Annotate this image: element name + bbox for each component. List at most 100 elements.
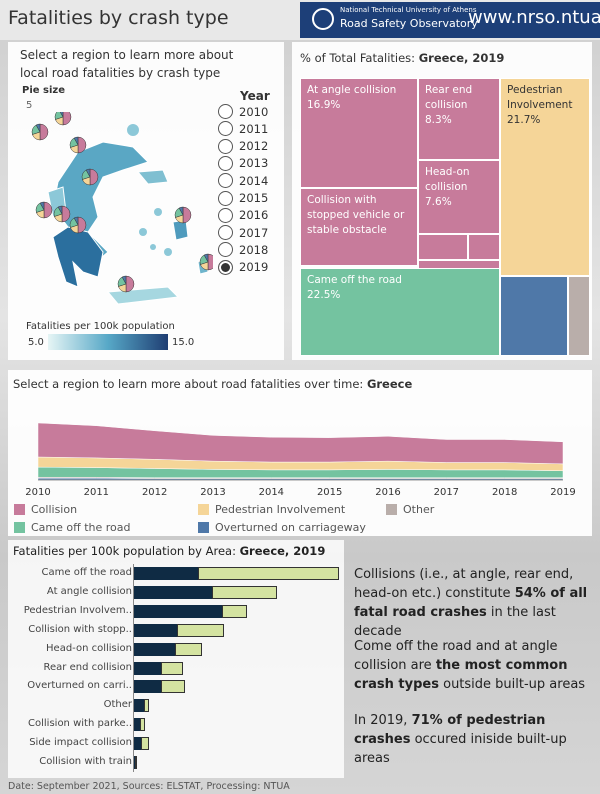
- map-pie-slice[interactable]: [62, 112, 72, 126]
- bar-dark-segment[interactable]: [134, 585, 212, 599]
- year-option-2010[interactable]: 2010: [218, 103, 268, 120]
- legend-item[interactable]: Other: [386, 503, 434, 516]
- treemap-cell-head-on[interactable]: Head-on collision 7.6%: [418, 160, 500, 234]
- treemap-cell-small-1[interactable]: [418, 234, 468, 260]
- treemap-cell-stopped[interactable]: Collision with stopped vehicle or stable…: [300, 188, 418, 266]
- bar-light-segment[interactable]: [222, 604, 247, 618]
- bar-light-segment[interactable]: [160, 680, 186, 694]
- year-option-2016[interactable]: 2016: [218, 207, 268, 224]
- bar-dark-segment[interactable]: [134, 642, 175, 656]
- map-pie-slice[interactable]: [203, 253, 209, 263]
- year-option-2019[interactable]: 2019: [218, 259, 268, 276]
- map-pie-slice[interactable]: [178, 206, 184, 216]
- treemap-cell-pedestrian[interactable]: Pedestrian Involvement 21.7%: [500, 78, 590, 276]
- bar-light-segment[interactable]: [211, 585, 278, 599]
- year-radio-2018[interactable]: [218, 242, 233, 258]
- bar-category-label: Pedestrian Involvem..: [23, 604, 132, 616]
- year-radio-2010[interactable]: [218, 104, 233, 119]
- bar-category-label: Collision with parke..: [28, 718, 132, 730]
- greece-map[interactable]: [8, 112, 213, 312]
- map-pie-charts[interactable]: [8, 112, 213, 312]
- year-radio-2012[interactable]: [218, 138, 233, 154]
- bar-dark-segment[interactable]: [134, 699, 145, 713]
- bar-category-label: Head-on collision: [46, 642, 132, 654]
- year-label-2015: 2015: [239, 191, 269, 205]
- area-chart[interactable]: 2010 2011 2012 2013 2014 2015 2016 2017 2018 2019: [8, 394, 592, 514]
- bar-dark-segment[interactable]: [134, 737, 142, 751]
- bar-light-segment[interactable]: [144, 699, 150, 713]
- area-chart-panel: Select a region to learn more about road…: [8, 370, 592, 536]
- area-x-tick: 2015: [317, 487, 342, 498]
- brand-banner[interactable]: National Technical University of Athens …: [300, 2, 600, 38]
- bar-dark-segment[interactable]: [134, 604, 223, 618]
- bar-light-segment[interactable]: [140, 718, 146, 732]
- map-pie-slice[interactable]: [182, 206, 192, 224]
- year-label-2018: 2018: [239, 242, 269, 257]
- year-option-2011[interactable]: 2011: [218, 120, 268, 137]
- bar-light-segment[interactable]: [134, 756, 137, 769]
- map-pie-slice[interactable]: [73, 216, 79, 226]
- bar-light-segment[interactable]: [197, 567, 339, 580]
- legend-max: 15.0: [172, 337, 195, 348]
- legend-label: Collision: [31, 503, 78, 516]
- map-pie-slice[interactable]: [43, 201, 53, 219]
- bar-light-segment[interactable]: [160, 661, 184, 675]
- bar-chart[interactable]: Came off the road At angle collision Pedes…: [8, 564, 344, 774]
- treemap-cell-rear-end[interactable]: Rear end collision 8.3%: [418, 78, 500, 160]
- map-pie-slice[interactable]: [121, 275, 127, 285]
- website-link[interactable]: www.nrso.ntua.gr: [468, 7, 600, 28]
- map-pie-slice[interactable]: [77, 216, 87, 234]
- treemap-cell-at-angle[interactable]: At angle collision 16.9%: [300, 78, 418, 188]
- area-x-tick: 2019: [550, 487, 575, 498]
- legend-label: Other: [403, 503, 435, 516]
- year-radio-2011[interactable]: [218, 121, 233, 137]
- map-pie-slice[interactable]: [39, 123, 49, 141]
- bar-dark-segment[interactable]: [134, 756, 135, 769]
- year-option-2017[interactable]: 2017: [218, 224, 268, 241]
- map-pie-slice[interactable]: [57, 205, 63, 215]
- year-option-2013[interactable]: 2013: [218, 155, 268, 172]
- map-pie-slice[interactable]: [77, 136, 87, 154]
- legend-label: Pedestrian Involvement: [215, 503, 346, 516]
- year-option-2015[interactable]: 2015: [218, 190, 268, 207]
- area-series-collision[interactable]: [37, 422, 564, 465]
- year-radio-2015[interactable]: [218, 190, 233, 206]
- year-label-2010: 2010: [239, 104, 269, 119]
- legend-item[interactable]: Pedestrian Involvement: [198, 503, 345, 516]
- bar-light-segment[interactable]: [141, 737, 149, 751]
- bar-dark-segment[interactable]: [134, 567, 198, 580]
- map-pie-slice[interactable]: [59, 112, 64, 118]
- treemap-cell-came-off[interactable]: Came off the road 22.5%: [300, 268, 500, 356]
- legend-item[interactable]: Came off the road: [14, 521, 131, 534]
- year-radio-2013[interactable]: [218, 155, 233, 171]
- bar-light-segment[interactable]: [177, 623, 225, 637]
- year-label-2012: 2012: [239, 139, 269, 154]
- bar-light-segment[interactable]: [175, 642, 202, 656]
- map-pie-slice[interactable]: [73, 136, 79, 146]
- map-panel: Select a region to learn more about loca…: [8, 42, 284, 360]
- map-pie-slice[interactable]: [85, 168, 91, 178]
- year-radio-2014[interactable]: [218, 173, 233, 189]
- treemap-cell-overturned[interactable]: [500, 276, 568, 356]
- bar-dark-segment[interactable]: [134, 623, 178, 637]
- map-pie-slice[interactable]: [61, 205, 71, 223]
- map-pie-slice[interactable]: [125, 275, 135, 293]
- map-pie-slice[interactable]: [35, 123, 41, 133]
- treemap-cell-other[interactable]: [568, 276, 590, 356]
- year-radio-2016[interactable]: [218, 207, 233, 223]
- map-pie-slice[interactable]: [89, 168, 99, 186]
- year-option-2018[interactable]: 2018: [218, 241, 268, 258]
- bar-category-label: Overturned on carri..: [27, 680, 132, 692]
- year-radio-2017[interactable]: [218, 225, 233, 241]
- year-option-2012[interactable]: 2012: [218, 138, 268, 155]
- year-option-2014[interactable]: 2014: [218, 172, 268, 189]
- treemap-cell-small-2[interactable]: [468, 234, 500, 260]
- year-radio-2019[interactable]: [218, 259, 233, 275]
- bar-dark-segment[interactable]: [134, 718, 141, 732]
- bar-dark-segment[interactable]: [134, 661, 161, 675]
- legend-item[interactable]: Overturned on carriageway: [198, 521, 366, 534]
- map-pie-slice[interactable]: [39, 201, 45, 211]
- map-pie-slice[interactable]: [207, 253, 213, 271]
- legend-item[interactable]: Collision: [14, 503, 77, 516]
- bar-dark-segment[interactable]: [134, 680, 161, 694]
